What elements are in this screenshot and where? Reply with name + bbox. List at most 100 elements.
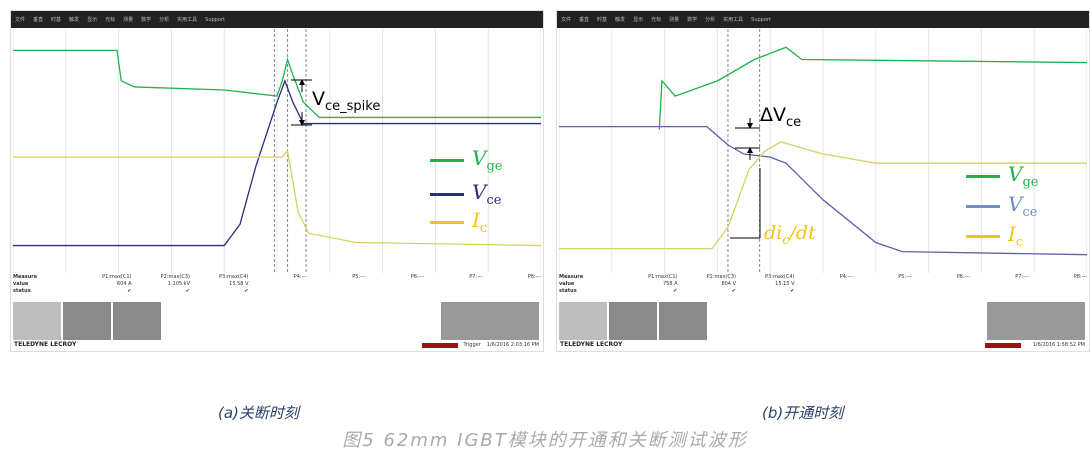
measure-cell: ✔ [790, 288, 795, 294]
timestamp: 1/6/2016 1:58:52 PM [1032, 342, 1085, 348]
series-vge [658, 46, 1087, 130]
timebase-panel[interactable] [441, 302, 539, 340]
measure-cell: P7:--- [1015, 274, 1029, 280]
measure-cell [366, 281, 425, 288]
measure-cell: P4:--- [839, 274, 853, 280]
timebase-panel[interactable] [987, 302, 1085, 340]
legend-ic-b: Ic [966, 222, 1023, 250]
measure-cell: P8:--- [1073, 274, 1087, 280]
measure-cell: P5:--- [352, 274, 366, 280]
measure-table: Measure P1:max(C1) P2:max(C3) P3:max(C4) P4:… [13, 274, 541, 295]
vce-spike-label: Vce_spike [312, 88, 381, 114]
measure-cell: ✔ [673, 288, 678, 294]
menu-item[interactable]: 数学 [141, 17, 152, 23]
menu-item[interactable]: Support [751, 16, 771, 23]
waveform-plot [13, 29, 541, 273]
measure-cell: P7:--- [469, 274, 483, 280]
measure-cell [249, 281, 308, 288]
status-bar: Trigger 1/6/2016 2:03:16 PM [421, 342, 539, 348]
measure-cell: ✔ [244, 288, 249, 294]
series-vce [559, 125, 1087, 256]
menu-item[interactable]: 触发 [69, 17, 80, 23]
menu-item[interactable]: 文件 [561, 17, 572, 23]
measure-cell [307, 288, 366, 295]
menu-item[interactable]: 显示 [633, 17, 644, 23]
menu-item[interactable]: 触发 [615, 17, 626, 23]
measure-cell [795, 288, 854, 295]
measure-cell [424, 281, 483, 288]
measure-cell: P6:--- [410, 274, 424, 280]
measure-cell: 1.105 kV [167, 281, 190, 287]
measure-cell: P3:max(C4) [765, 274, 795, 280]
dic-dt-label: dic/dt [764, 222, 816, 248]
menu-item[interactable]: 分析 [159, 17, 170, 23]
channel-panel[interactable] [659, 302, 707, 340]
menu-item[interactable]: Support [205, 16, 225, 23]
measure-cell: P1:max(C1) [648, 274, 678, 280]
measure-row-label: status [559, 288, 577, 294]
oscilloscope-turn-on: 文件 垂直 时基 触发 显示 光标 测量 数学 分析 实用工具 Support Measure P1:m… [556, 10, 1090, 352]
menu-item[interactable]: 显示 [87, 17, 98, 23]
scope-toolbar: 文件 垂直 时基 触发 显示 光标 测量 数学 分析 实用工具 Support [11, 11, 543, 28]
measure-row-label: Measure [559, 274, 584, 280]
measure-cell [366, 288, 425, 295]
measure-cell [307, 281, 366, 288]
channel-panel[interactable] [63, 302, 111, 340]
measure-cell: 15.58 V [229, 281, 249, 287]
channel-panel[interactable] [609, 302, 657, 340]
measure-cell: P6:--- [956, 274, 970, 280]
measure-cell [970, 281, 1029, 288]
series-ic [13, 149, 541, 247]
trigger-indicator [984, 342, 1021, 348]
measure-cell [795, 281, 854, 288]
measure-cell: ✔ [127, 288, 132, 294]
measure-cell: 804 V [721, 281, 736, 287]
menu-item[interactable]: 光标 [651, 17, 662, 23]
measure-cell [483, 288, 542, 295]
channel-panel[interactable] [13, 302, 61, 340]
menu-item[interactable]: 数学 [687, 17, 698, 23]
trigger-indicator [421, 342, 458, 348]
measure-cell: 604 A [116, 281, 132, 287]
measure-cell: P4:--- [293, 274, 307, 280]
menu-item[interactable]: 文件 [15, 17, 26, 23]
channel-panel[interactable] [559, 302, 607, 340]
menu-item[interactable]: 实用工具 [723, 17, 744, 23]
measure-cell: 15.15 V [775, 281, 795, 287]
measure-cell [970, 288, 1029, 295]
menu-item[interactable]: 测量 [669, 17, 680, 23]
measure-cell: 758 A [662, 281, 678, 287]
waveform-plot [559, 29, 1087, 273]
measure-row-label: Measure [13, 274, 38, 280]
measure-cell [1029, 288, 1088, 295]
measure-cell [912, 281, 971, 288]
timestamp: 1/6/2016 2:03:16 PM [486, 342, 539, 348]
channel-panel[interactable] [113, 302, 161, 340]
series-vge [13, 49, 541, 119]
menu-item[interactable]: 时基 [597, 17, 608, 23]
caption-a: (a)关断时刻 [218, 404, 299, 422]
menu-item[interactable]: 垂直 [579, 17, 590, 23]
menu-item[interactable]: 垂直 [33, 17, 44, 23]
measure-cell [424, 288, 483, 295]
measure-row-label: value [13, 281, 29, 287]
delta-vce-label: ΔVce [760, 104, 802, 130]
legend-vce-a: Vce [430, 180, 501, 208]
measure-cell: P3:max(C4) [219, 274, 249, 280]
series-vce [13, 78, 541, 247]
oscilloscope-turn-off: 文件 垂直 时基 触发 显示 光标 测量 数学 分析 实用工具 Support Measure P1:m… [10, 10, 544, 352]
measure-cell [249, 288, 308, 295]
menu-item[interactable]: 测量 [123, 17, 134, 23]
measure-row-label: status [13, 288, 31, 294]
legend-vge-a: Vge [430, 146, 502, 174]
menu-item[interactable]: 实用工具 [177, 17, 198, 23]
legend-ic-a: Ic [430, 208, 487, 236]
measure-table: Measure P1:max(C1) P2:max(C3) P3:max(C4) P4:… [559, 274, 1087, 295]
measure-row-label: value [559, 281, 575, 287]
menu-item[interactable]: 光标 [105, 17, 116, 23]
menu-item[interactable]: 分析 [705, 17, 716, 23]
measure-cell: P8:--- [527, 274, 541, 280]
measure-cell [912, 288, 971, 295]
menu-item[interactable]: 时基 [51, 17, 62, 23]
measure-cell: ✔ [731, 288, 736, 294]
